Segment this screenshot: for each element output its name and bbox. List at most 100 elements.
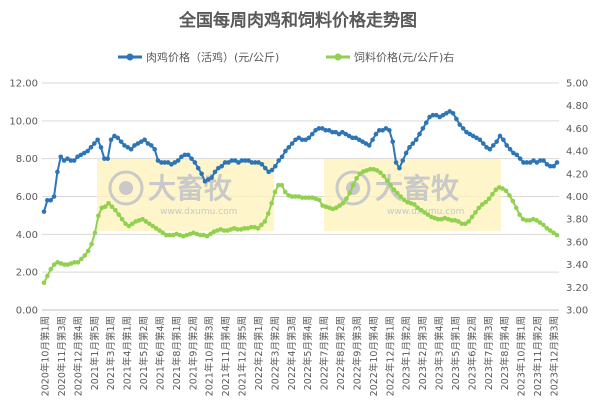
data-point-series-1	[350, 182, 356, 188]
x-tick-label: 2022年3月第2周	[269, 316, 281, 390]
data-point-series-0	[501, 137, 506, 143]
data-point-series-1	[248, 224, 254, 230]
data-point-series-1	[79, 256, 84, 262]
x-tick-label: 2023年6月第2周	[466, 316, 478, 390]
data-point-series-0	[397, 165, 402, 171]
y-tick-label-left: 0.00	[16, 306, 38, 317]
data-point-series-0	[313, 127, 318, 133]
data-point-series-1	[272, 189, 278, 195]
x-axis: 2020年10月第1周 2020年11月第3周 2020年12月第4周 2021年1月…	[40, 309, 561, 396]
data-point-series-1	[517, 212, 522, 217]
x-tick-label: 2021年5月第2周	[138, 316, 150, 390]
data-point-series-1	[153, 225, 159, 231]
data-point-series-0	[360, 139, 365, 144]
data-point-series-0	[61, 158, 67, 163]
data-point-series-1	[119, 216, 125, 222]
data-point-series-0	[209, 175, 214, 180]
data-point-series-0	[142, 137, 147, 143]
data-point-series-0	[376, 127, 382, 133]
data-point-series-0	[554, 160, 560, 165]
data-point-series-1	[541, 222, 546, 228]
data-point-series-0	[487, 146, 493, 152]
data-point-series-0	[370, 137, 375, 143]
x-tick-label: 2023年5月第1周	[450, 316, 462, 390]
x-tick-label: 2021年10月第3周	[204, 316, 216, 396]
data-point-series-0	[81, 150, 87, 156]
data-point-series-0	[135, 141, 141, 146]
data-point-series-0	[309, 131, 315, 137]
data-point-series-1	[513, 205, 519, 211]
data-point-series-1	[82, 253, 88, 258]
data-point-series-0	[497, 133, 503, 139]
data-point-series-1	[123, 221, 128, 227]
data-point-series-0	[534, 160, 540, 165]
data-point-series-0	[527, 160, 533, 165]
x-tick-label: 2022年12月第1周	[384, 316, 396, 396]
data-point-series-0	[185, 152, 191, 158]
data-point-series-0	[229, 158, 235, 163]
data-point-series-1	[116, 212, 122, 217]
data-point-series-0	[88, 145, 94, 150]
watermark-brand-left: 大畜牧	[148, 172, 233, 205]
data-point-series-0	[155, 158, 161, 163]
x-tick-label: 2021年9月第2周	[187, 316, 199, 390]
data-point-series-1	[486, 196, 492, 202]
data-point-series-1	[96, 213, 101, 219]
data-point-series-0	[91, 141, 97, 146]
data-point-series-0	[457, 122, 463, 127]
x-tick-label: 2020年10月第1周	[40, 316, 52, 396]
x-tick-label: 2023年3月第4周	[434, 316, 446, 390]
data-point-series-0	[333, 129, 339, 135]
data-point-series-1	[41, 280, 47, 286]
y-tick-label-left: 10.00	[9, 116, 38, 127]
data-point-series-0	[340, 129, 345, 135]
data-point-series-1	[357, 171, 363, 177]
data-point-series-1	[510, 198, 516, 204]
data-point-series-1	[473, 210, 478, 215]
watermark-brand-right: 大畜牧	[375, 172, 460, 205]
data-point-series-0	[262, 165, 268, 171]
data-point-series-0	[222, 160, 228, 165]
x-tick-label: 2023年12月第3周	[549, 316, 561, 396]
data-point-series-0	[507, 146, 513, 152]
data-point-series-0	[423, 120, 429, 126]
data-point-series-1	[140, 216, 145, 222]
data-point-series-0	[494, 139, 499, 144]
y-axis-left: 0.00 2.00 4.00 6.00 8.00 10.00 12.00	[9, 79, 38, 317]
data-point-series-0	[521, 160, 526, 165]
data-point-series-0	[474, 135, 479, 141]
x-tick-label: 2021年1月第5周	[89, 316, 101, 390]
data-point-series-0	[336, 131, 342, 137]
data-point-series-1	[551, 230, 556, 236]
data-point-series-0	[112, 133, 117, 139]
legend: 肉鸡价格（活鸡）(元/公斤) 饲料价格(元/公斤)右	[118, 50, 454, 64]
data-point-series-1	[89, 241, 94, 247]
data-point-series-1	[293, 194, 298, 199]
data-point-series-0	[299, 137, 305, 143]
data-point-series-0	[273, 163, 278, 169]
data-point-series-1	[500, 186, 505, 191]
y-tick-label-right: 5.00	[566, 79, 588, 90]
data-point-series-0	[122, 143, 127, 148]
data-point-series-1	[398, 194, 404, 199]
y-tick-label-left: 2.00	[16, 268, 38, 279]
data-point-series-0	[353, 135, 359, 141]
data-point-series-0	[350, 135, 355, 141]
x-tick-label: 2022年7月第1周	[319, 316, 331, 390]
data-point-series-0	[115, 135, 121, 141]
data-point-series-1	[378, 170, 383, 175]
data-point-series-1	[374, 168, 380, 173]
data-point-series-0	[165, 160, 171, 165]
data-point-series-1	[344, 196, 349, 202]
x-tick-label: 2023年11月第2周	[532, 316, 544, 396]
y-tick-label-left: 4.00	[16, 230, 38, 241]
data-point-series-0	[383, 126, 389, 131]
data-point-series-0	[118, 139, 124, 144]
legend-item-chicken: 肉鸡价格（活鸡）(元/公斤)	[118, 50, 279, 64]
data-point-series-0	[279, 154, 285, 160]
data-point-series-1	[262, 219, 268, 224]
data-point-series-0	[132, 143, 137, 148]
data-point-series-0	[125, 145, 131, 150]
data-point-series-0	[246, 158, 251, 163]
